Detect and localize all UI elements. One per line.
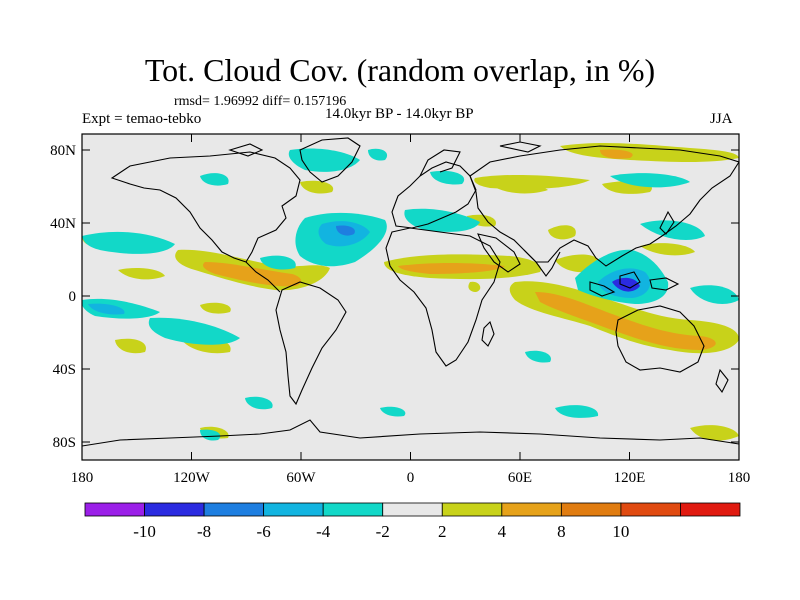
season-label: JJA bbox=[710, 111, 733, 127]
colorbar-swatch bbox=[560, 502, 622, 517]
colorbar-label: 8 bbox=[557, 522, 566, 541]
period-label: 14.0kyr BP - 14.0kyr BP bbox=[325, 106, 474, 122]
y-tick-label: 40N bbox=[50, 216, 76, 232]
negative-anomaly-regions bbox=[82, 148, 739, 441]
colorbar-labels: -10 -8 -6 -4 -2 2 4 8 10 bbox=[133, 522, 629, 541]
x-tick-label: 60E bbox=[508, 470, 532, 486]
x-tick-label: 120W bbox=[173, 470, 211, 486]
y-tick-label: 40S bbox=[53, 362, 76, 378]
coastlines bbox=[82, 137, 739, 447]
anomaly-field bbox=[82, 137, 739, 447]
y-tick-label: 0 bbox=[69, 289, 77, 305]
map-title: Tot. Cloud Cov. (random overlap, in %) bbox=[144, 52, 656, 88]
colorbar-swatch bbox=[322, 502, 384, 517]
colorbar-label: -2 bbox=[376, 522, 390, 541]
colorbar-swatch bbox=[144, 502, 205, 517]
colorbar-swatch bbox=[441, 502, 503, 517]
colorbar-swatch bbox=[382, 502, 443, 517]
colorbar-label: -10 bbox=[133, 522, 156, 541]
stats-label: rmsd= 1.96992 diff= 0.157196 bbox=[174, 94, 347, 109]
x-tick-labels: 180 120W 60W 0 60E 120E 180 bbox=[71, 470, 751, 486]
colorbar-swatch bbox=[84, 502, 145, 517]
colorbar-swatch bbox=[680, 502, 741, 517]
colorbar bbox=[84, 502, 741, 517]
y-tick-labels: 80N 40N 0 40S 80S bbox=[50, 143, 76, 451]
colorbar-label: -6 bbox=[257, 522, 271, 541]
colorbar-swatch bbox=[501, 502, 562, 517]
colorbar-swatch bbox=[203, 502, 265, 517]
colorbar-label: 2 bbox=[438, 522, 447, 541]
colorbar-swatch bbox=[620, 502, 681, 517]
x-tick-label: 120E bbox=[614, 470, 646, 486]
x-tick-label: 60W bbox=[286, 470, 316, 486]
colorbar-label: -8 bbox=[197, 522, 211, 541]
experiment-label: Expt = temao-tebko bbox=[82, 111, 202, 127]
colorbar-label: 10 bbox=[612, 522, 629, 541]
colorbar-label: 4 bbox=[498, 522, 507, 541]
x-tick-label: 180 bbox=[728, 470, 751, 486]
y-tick-label: 80S bbox=[53, 435, 76, 451]
y-tick-label: 80N bbox=[50, 143, 76, 159]
colorbar-label: -4 bbox=[316, 522, 331, 541]
colorbar-swatch bbox=[263, 502, 324, 517]
x-tick-label: 0 bbox=[407, 470, 415, 486]
axis-ticks bbox=[81, 134, 740, 460]
x-tick-label: 180 bbox=[71, 470, 94, 486]
